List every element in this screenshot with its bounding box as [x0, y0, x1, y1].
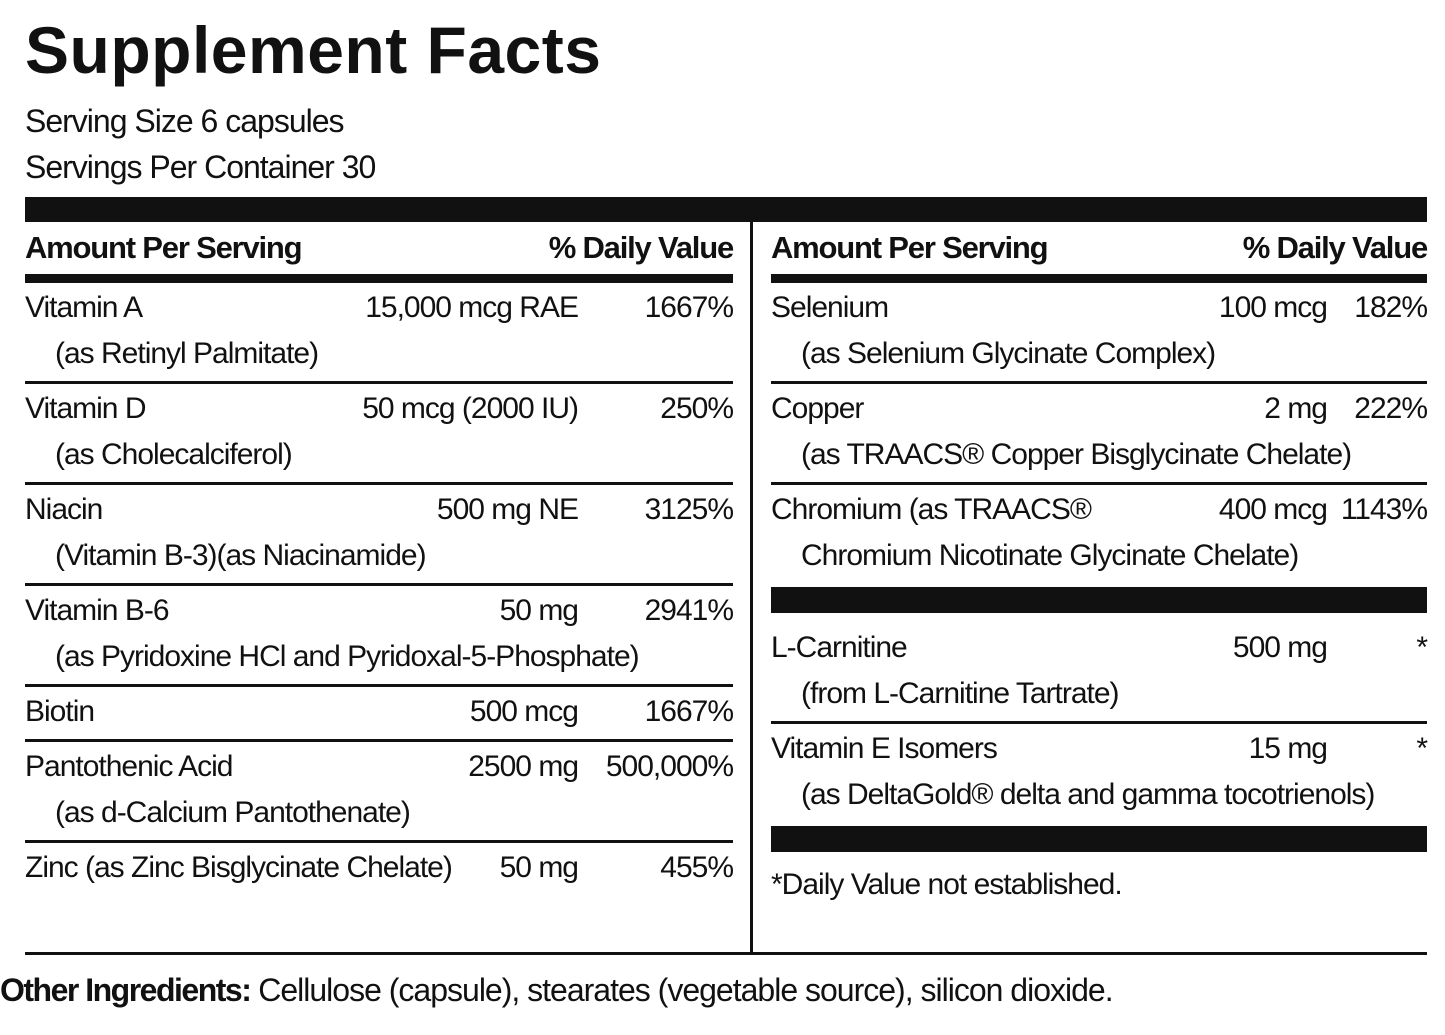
rows: Vitamin A 15,000 mcg RAE 1667% (as Retinyl …	[25, 283, 734, 895]
separator-bar	[771, 826, 1427, 852]
nutrient-source: Chromium Nicotinate Glycinate Chelate)	[801, 539, 1299, 572]
nutrient-name: Vitamin B-6	[25, 594, 170, 627]
daily-value: 1143%	[1340, 493, 1428, 526]
row-group: Selenium 100 mcg 182% (as Selenium Glycinat…	[771, 283, 1428, 583]
facts-table: Amount Per Serving % Daily Value Vitamin A…	[25, 197, 1428, 955]
nutrient-row: Vitamin D 50 mcg (2000 IU) 250% (as Choleca…	[25, 384, 734, 485]
nutrient-row: Niacin 500 mg NE 3125% (Vitamin B-3)(as Nia…	[25, 485, 734, 586]
other-ingredients-text: Cellulose (capsule), stearates (vegetabl…	[250, 972, 1113, 1008]
right-column: Amount Per Serving % Daily Value Selenium 1…	[771, 222, 1428, 952]
nutrient-name: Niacin	[25, 493, 103, 526]
daily-value: 1667%	[644, 291, 734, 324]
daily-value: 455%	[660, 851, 734, 884]
nutrient-source: (from L-Carnitine Tartrate)	[801, 677, 1120, 710]
nutrient-row: Biotin 500 mcg 1667%	[25, 687, 734, 742]
nutrient-name: Chromium (as TRAACS®	[771, 493, 1092, 526]
nutrient-row: Vitamin A 15,000 mcg RAE 1667% (as Retinyl …	[25, 283, 734, 384]
dv-header: % Daily Value	[548, 230, 734, 265]
daily-value: 3125%	[644, 493, 734, 526]
column-header: Amount Per Serving % Daily Value	[25, 222, 734, 283]
nutrient-name: Zinc (as Zinc Bisglycinate Chelate)	[25, 851, 453, 884]
other-ingredients: Other Ingredients: Cellulose (capsule), …	[0, 972, 1114, 1009]
nutrient-row: Zinc (as Zinc Bisglycinate Chelate) 50 mg…	[25, 843, 734, 895]
nutrient-name: Vitamin A	[25, 291, 143, 324]
nutrient-row: Vitamin B-6 50 mg 2941% (as Pyridoxine HCl …	[25, 586, 734, 687]
daily-value: 182%	[1354, 291, 1428, 324]
daily-value: 222%	[1354, 392, 1428, 425]
nutrient-amount: 400 mcg	[1218, 493, 1328, 526]
nutrient-name: Selenium	[771, 291, 889, 324]
title: Supplement Facts	[25, 13, 602, 87]
column-header: Amount Per Serving % Daily Value	[771, 222, 1428, 283]
daily-value: *	[1416, 631, 1428, 664]
nutrient-row: L-Carnitine 500 mg * (from L-Carnitine Tart…	[771, 623, 1428, 724]
amount-header: Amount Per Serving	[25, 230, 303, 265]
serving-size: Serving Size 6 capsules	[25, 103, 345, 139]
nutrient-amount: 50 mg	[499, 594, 579, 627]
nutrient-amount: 2 mg	[1264, 392, 1328, 425]
nutrient-source: (as d-Calcium Pantothenate)	[55, 796, 411, 829]
nutrient-name: Copper	[771, 392, 864, 425]
nutrient-source: (as Cholecalciferol)	[55, 438, 293, 471]
nutrient-name: Vitamin D	[25, 392, 147, 425]
nutrient-amount: 50 mg	[499, 851, 579, 884]
nutrient-source: (as TRAACS® Copper Bisglycinate Chelate)	[801, 438, 1352, 471]
servings-per-container: Servings Per Container 30	[25, 149, 376, 185]
nutrient-name: Vitamin E Isomers	[771, 732, 998, 765]
nutrient-amount: 15 mg	[1248, 732, 1328, 765]
divider	[750, 222, 753, 952]
nutrient-source: (Vitamin B-3)(as Niacinamide)	[55, 539, 427, 572]
daily-value: *	[1416, 732, 1428, 765]
other-ingredients-label: Other Ingredients:	[0, 972, 252, 1008]
left-column: Amount Per Serving % Daily Value Vitamin A…	[25, 222, 734, 952]
nutrient-amount: 15,000 mcg RAE	[365, 291, 579, 324]
nutrient-source: (as DeltaGold® delta and gamma tocotrien…	[801, 778, 1375, 811]
row-group: L-Carnitine 500 mg * (from L-Carnitine Tart…	[771, 623, 1428, 822]
amount-header: Amount Per Serving	[771, 230, 1049, 265]
nutrient-source: (as Retinyl Palmitate)	[55, 337, 319, 370]
nutrient-amount: 500 mg	[1232, 631, 1328, 664]
nutrient-name: Pantothenic Acid	[25, 750, 234, 783]
nutrient-row: Vitamin E Isomers 15 mg * (as DeltaGold® de…	[771, 724, 1428, 822]
nutrient-source: (as Selenium Glycinate Complex)	[801, 337, 1216, 370]
nutrient-name: L-Carnitine	[771, 631, 908, 664]
nutrient-amount: 100 mcg	[1218, 291, 1328, 324]
nutrient-name: Biotin	[25, 695, 95, 728]
footnote: *Daily Value not established.	[771, 868, 1123, 901]
dv-header: % Daily Value	[1242, 230, 1428, 265]
nutrient-source: (as Pyridoxine HCl and Pyridoxal-5-Phosp…	[55, 640, 640, 673]
daily-value: 500,000%	[605, 750, 734, 783]
nutrient-amount: 500 mcg	[469, 695, 579, 728]
nutrient-row: Chromium (as TRAACS® 400 mcg 1143% Chromium…	[771, 485, 1428, 583]
nutrient-row: Pantothenic Acid 2500 mg 500,000% (as d-Cal…	[25, 742, 734, 843]
nutrient-row: Copper 2 mg 222% (as TRAACS® Copper Bisglyc…	[771, 384, 1428, 485]
daily-value: 1667%	[644, 695, 734, 728]
nutrient-amount: 500 mg NE	[436, 493, 579, 526]
nutrient-amount: 2500 mg	[468, 750, 579, 783]
nutrient-amount: 50 mcg (2000 IU)	[362, 392, 579, 425]
nutrient-row: Selenium 100 mcg 182% (as Selenium Glycinat…	[771, 283, 1428, 384]
separator-bar	[771, 587, 1427, 613]
daily-value: 2941%	[644, 594, 734, 627]
daily-value: 250%	[660, 392, 734, 425]
